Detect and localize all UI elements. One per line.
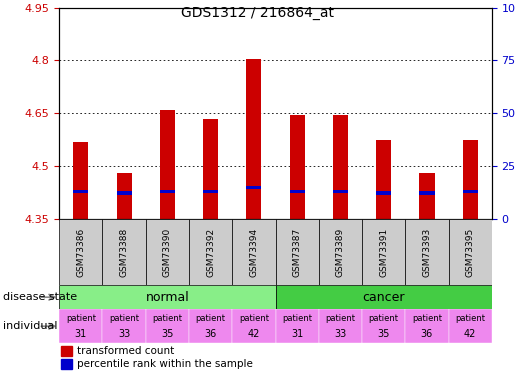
Text: patient: patient bbox=[325, 314, 355, 323]
Bar bbox=[61, 346, 72, 356]
Text: patient: patient bbox=[412, 314, 442, 323]
Text: 42: 42 bbox=[248, 328, 260, 339]
Bar bbox=[246, 186, 262, 189]
Bar bbox=[289, 190, 305, 193]
Bar bbox=[319, 219, 362, 285]
Bar bbox=[449, 309, 492, 343]
Bar bbox=[289, 115, 305, 219]
Bar bbox=[419, 174, 435, 219]
Bar bbox=[405, 219, 449, 285]
Text: 36: 36 bbox=[421, 328, 433, 339]
Text: 36: 36 bbox=[204, 328, 217, 339]
Text: 31: 31 bbox=[291, 328, 303, 339]
Bar bbox=[203, 190, 218, 193]
Bar bbox=[462, 140, 478, 219]
Bar bbox=[61, 359, 72, 369]
Text: GSM73386: GSM73386 bbox=[76, 228, 85, 277]
Bar bbox=[59, 285, 276, 309]
Text: disease state: disease state bbox=[3, 292, 77, 302]
Text: transformed count: transformed count bbox=[77, 346, 175, 356]
Text: GSM73395: GSM73395 bbox=[466, 228, 475, 277]
Text: normal: normal bbox=[146, 291, 189, 304]
Text: 31: 31 bbox=[75, 328, 87, 339]
Bar bbox=[102, 309, 146, 343]
Text: patient: patient bbox=[66, 314, 96, 323]
Text: GSM73390: GSM73390 bbox=[163, 228, 172, 277]
Text: GSM73394: GSM73394 bbox=[249, 228, 259, 277]
Bar bbox=[405, 309, 449, 343]
Bar bbox=[73, 190, 89, 193]
Bar bbox=[449, 219, 492, 285]
Text: GSM73389: GSM73389 bbox=[336, 228, 345, 277]
Bar bbox=[232, 309, 276, 343]
Bar bbox=[160, 190, 175, 193]
Bar bbox=[189, 219, 232, 285]
Bar bbox=[319, 309, 362, 343]
Bar bbox=[203, 119, 218, 219]
Text: 35: 35 bbox=[377, 328, 390, 339]
Bar bbox=[462, 190, 478, 193]
Text: patient: patient bbox=[239, 314, 269, 323]
Bar bbox=[102, 219, 146, 285]
Bar bbox=[276, 309, 319, 343]
Text: 33: 33 bbox=[118, 328, 130, 339]
Bar bbox=[333, 115, 348, 219]
Bar bbox=[116, 174, 132, 219]
Text: GSM73387: GSM73387 bbox=[293, 228, 302, 277]
Bar bbox=[419, 192, 435, 195]
Text: cancer: cancer bbox=[363, 291, 405, 304]
Text: patient: patient bbox=[282, 314, 312, 323]
Bar bbox=[146, 219, 189, 285]
Text: patient: patient bbox=[152, 314, 182, 323]
Text: individual: individual bbox=[3, 321, 57, 331]
Bar bbox=[146, 309, 189, 343]
Text: GSM73392: GSM73392 bbox=[206, 228, 215, 277]
Text: patient: patient bbox=[455, 314, 485, 323]
Bar bbox=[73, 142, 89, 219]
Bar bbox=[276, 219, 319, 285]
Bar bbox=[189, 309, 232, 343]
Bar bbox=[276, 285, 492, 309]
Bar bbox=[59, 219, 102, 285]
Bar bbox=[376, 192, 391, 195]
Bar bbox=[160, 110, 175, 219]
Text: 35: 35 bbox=[161, 328, 174, 339]
Text: GSM73393: GSM73393 bbox=[422, 228, 432, 277]
Text: patient: patient bbox=[369, 314, 399, 323]
Text: percentile rank within the sample: percentile rank within the sample bbox=[77, 359, 253, 369]
Text: 33: 33 bbox=[334, 328, 347, 339]
Text: GSM73391: GSM73391 bbox=[379, 228, 388, 277]
Bar bbox=[116, 192, 132, 195]
Bar bbox=[232, 219, 276, 285]
Bar bbox=[362, 309, 405, 343]
Bar bbox=[376, 140, 391, 219]
Text: 42: 42 bbox=[464, 328, 476, 339]
Text: GSM73388: GSM73388 bbox=[119, 228, 129, 277]
Bar bbox=[333, 190, 348, 193]
Bar bbox=[362, 219, 405, 285]
Text: GDS1312 / 216864_at: GDS1312 / 216864_at bbox=[181, 6, 334, 20]
Text: patient: patient bbox=[109, 314, 139, 323]
Bar bbox=[246, 59, 262, 219]
Bar bbox=[59, 309, 102, 343]
Text: patient: patient bbox=[196, 314, 226, 323]
